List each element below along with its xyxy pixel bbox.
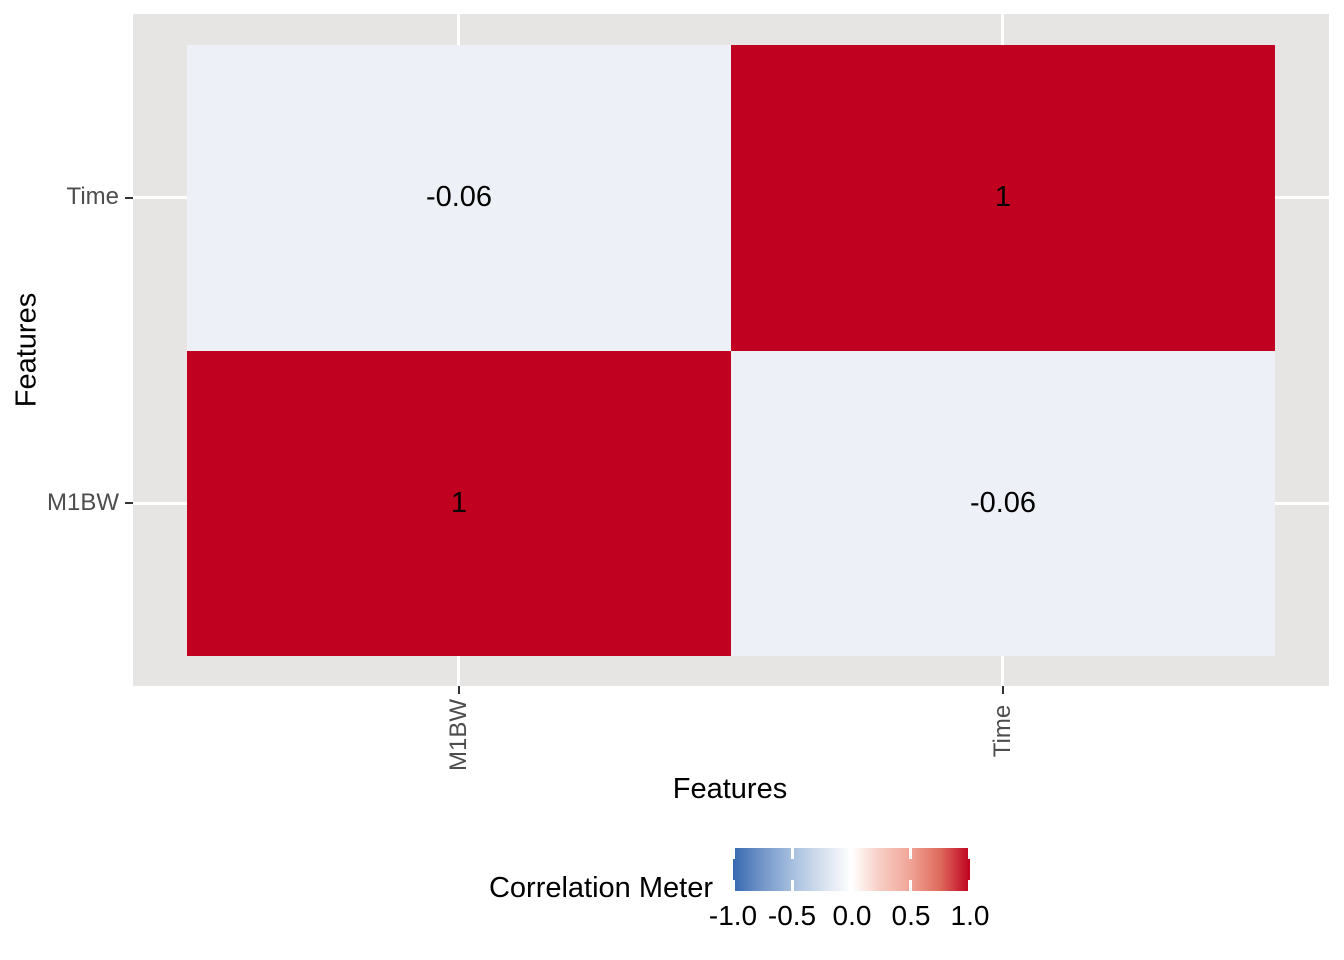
cell-value-label: -0.06 [425, 181, 493, 214]
heatmap-cell-m1bw-time: -0.06 [731, 350, 1275, 656]
heatmap-cell-m1bw-m1bw: 1 [187, 350, 731, 656]
legend-tick-label: -1.0 [708, 900, 758, 931]
colorbar-tick [791, 848, 794, 859]
legend-tick-label: -0.5 [767, 900, 817, 931]
colorbar-tick [850, 848, 853, 859]
legend-tick-label: 0.0 [832, 900, 872, 931]
colorbar-tick [733, 880, 735, 891]
colorbar-tick [909, 848, 912, 859]
y-axis-label-time: Time [66, 183, 119, 210]
y-axis-title: Features [10, 292, 43, 408]
x-axis-label-time: Time [989, 704, 1016, 758]
heatmap-cell-time-time: 1 [731, 45, 1275, 351]
cell-value-label: 1 [994, 181, 1012, 214]
x-axis-label-m1bw: M1BW [445, 699, 472, 771]
colorbar-tick [733, 848, 735, 859]
y-axis-tick-m1bw [125, 502, 133, 504]
cell-value-label: 1 [450, 486, 468, 519]
plot-panel: -0.06 1 1 -0.06 [133, 14, 1329, 686]
colorbar-tick [850, 880, 853, 891]
colorbar-tick [791, 880, 794, 891]
colorbar-tick [968, 848, 970, 859]
x-axis-title: Features [672, 773, 788, 805]
cell-value-label: -0.06 [969, 486, 1037, 519]
y-axis-tick-time [125, 197, 133, 199]
legend-tick-label: 0.5 [891, 900, 931, 931]
colorbar-tick [909, 880, 912, 891]
y-axis-label-m1bw: M1BW [47, 489, 119, 516]
x-axis-tick-m1bw [458, 686, 460, 694]
legend-tick-label: 1.0 [950, 900, 990, 931]
heatmap-cells: -0.06 1 1 -0.06 [187, 45, 1275, 656]
heatmap-cell-time-m1bw: -0.06 [187, 45, 731, 351]
legend-title: Correlation Meter [488, 872, 713, 904]
legend-colorbar [733, 848, 970, 891]
x-axis-tick-time [1002, 686, 1004, 694]
colorbar-tick [968, 880, 970, 891]
